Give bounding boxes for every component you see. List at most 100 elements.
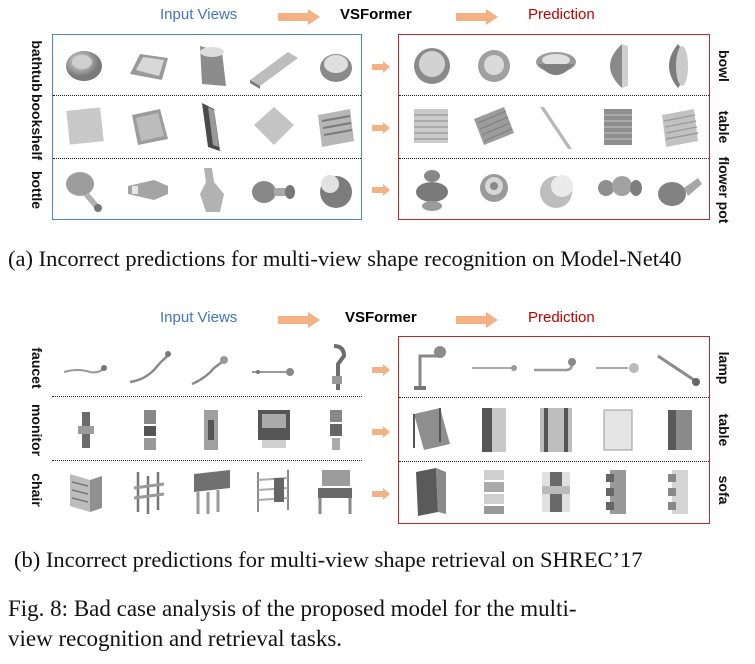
bottom-label-monitor: monitor xyxy=(29,403,45,457)
bathtub-view-4-image xyxy=(250,52,298,89)
sofa-prediction-5-image xyxy=(668,470,688,514)
sofa-prediction-2-image xyxy=(484,470,504,514)
top-header-arrow-1 xyxy=(278,9,320,25)
lamp-prediction-1-image xyxy=(414,346,446,390)
bottle-view-1-image xyxy=(66,172,102,212)
figure-caption-line-1: Fig. 8: Bad case analysis of the propose… xyxy=(8,596,577,621)
lamp-prediction-2-image xyxy=(472,365,517,371)
bathtub-view-2-image xyxy=(130,54,168,80)
bookshelf-view-5-image xyxy=(318,109,354,147)
bottom-pred-row-separator-2 xyxy=(399,461,709,462)
top-label-bookshelf: bookshelf xyxy=(29,93,45,161)
sofa-prediction-3-image xyxy=(542,472,570,512)
lamp-prediction-4-image xyxy=(596,363,639,373)
top-label-bowl: bowl xyxy=(716,50,732,82)
table-prediction-1-image xyxy=(414,109,448,143)
top-pred-row-separator-1 xyxy=(399,95,709,96)
bowl-prediction-5-image xyxy=(669,44,688,88)
bottom-header-prediction: Prediction xyxy=(528,309,595,326)
table-prediction-b3-image xyxy=(540,408,572,452)
top-input-row-separator-2 xyxy=(53,158,361,159)
bottom-input-row-separator-1 xyxy=(52,396,362,397)
table-prediction-b5-image xyxy=(668,410,692,450)
top-pred-row-separator-2 xyxy=(399,158,709,159)
chair-view-5-image xyxy=(318,470,352,514)
top-header-input-views: Input Views xyxy=(160,6,238,23)
chair-view-2-image xyxy=(133,472,165,514)
bookshelf-view-1-image xyxy=(66,107,104,145)
top-header-prediction: Prediction xyxy=(528,6,595,23)
chair-view-4-image xyxy=(257,470,289,512)
faucet-view-3-image xyxy=(191,356,228,386)
top-row-3-arrow xyxy=(372,184,390,196)
bowl-prediction-3-image xyxy=(536,52,576,75)
sofa-prediction-1-image xyxy=(416,468,446,516)
bottom-label-sofa: sofa xyxy=(716,475,732,505)
table-prediction-5-image xyxy=(662,109,699,147)
top-label-bathtub: bathtub xyxy=(29,40,45,92)
monitor-view-3-image xyxy=(204,410,218,450)
bottle-view-4-image xyxy=(252,181,295,203)
bottom-row-1-arrow xyxy=(372,364,390,376)
bottle-view-5-image xyxy=(320,175,352,208)
bookshelf-view-3-image xyxy=(202,103,220,151)
figure-caption-line-2: view recognition and retrieval tasks. xyxy=(8,626,343,651)
top-header-model: VSFormer xyxy=(340,6,412,23)
bowl-prediction-4-image xyxy=(610,44,628,88)
bottom-label-lamp: lamp xyxy=(716,351,732,385)
flower-pot-prediction-5-image xyxy=(658,178,702,206)
top-input-views-panel xyxy=(52,34,362,220)
table-prediction-2-image xyxy=(474,107,514,145)
bottom-row-3-arrow xyxy=(372,488,390,500)
bowl-prediction-1-image xyxy=(414,48,450,84)
top-header-arrow-2 xyxy=(456,9,498,25)
chair-view-1-image xyxy=(70,474,102,512)
monitor-view-4-image xyxy=(258,410,290,448)
faucet-view-4-image xyxy=(252,368,294,376)
top-label-flower-pot: flower pot xyxy=(716,156,732,224)
faucet-view-5-image xyxy=(332,344,347,390)
top-row-2-arrow xyxy=(372,122,390,134)
bowl-prediction-2-image xyxy=(478,50,510,82)
bottom-input-row-separator-2 xyxy=(52,460,362,461)
bottom-header-model: VSFormer xyxy=(345,309,417,326)
bottom-label-table: table xyxy=(716,413,732,447)
bottle-view-3-image xyxy=(200,168,224,212)
monitor-view-1-image xyxy=(78,412,94,448)
bottom-row-2-arrow xyxy=(372,426,390,438)
bottom-header-arrow-1 xyxy=(278,312,320,328)
bathtub-view-5-image xyxy=(320,54,352,82)
chair-view-3-image xyxy=(194,470,230,514)
bottom-label-faucet: faucet xyxy=(29,347,45,389)
bottom-prediction-panel xyxy=(398,336,710,524)
table-prediction-b4-image xyxy=(603,409,633,451)
bottom-header-arrow-2 xyxy=(456,312,498,328)
flower-pot-prediction-1-image xyxy=(416,170,448,211)
top-row-1-arrow xyxy=(372,61,390,73)
table-prediction-3-image xyxy=(540,107,572,149)
top-prediction-panel xyxy=(398,34,710,220)
faucet-view-2-image xyxy=(129,351,171,384)
bottom-input-views-panel xyxy=(52,336,362,524)
monitor-view-5-image xyxy=(330,410,342,450)
table-prediction-4-image xyxy=(604,109,632,145)
top-input-row-separator-1 xyxy=(53,95,361,96)
subcaption-b: (b) Incorrect predictions for multi-view… xyxy=(14,547,643,572)
table-prediction-b1-image xyxy=(413,408,450,450)
monitor-view-2-image xyxy=(144,410,156,450)
top-label-bottle: bottle xyxy=(29,170,45,210)
subcaption-a: (a) Incorrect predictions for multi-view… xyxy=(8,246,682,271)
bottom-label-chair: chair xyxy=(29,473,45,507)
top-label-table: table xyxy=(716,110,732,144)
bathtub-view-3-image xyxy=(200,46,226,86)
faucet-view-1-image xyxy=(63,365,107,374)
flower-pot-prediction-2-image xyxy=(480,174,508,202)
flower-pot-prediction-4-image xyxy=(598,176,642,196)
table-prediction-b2-image xyxy=(482,408,506,452)
bookshelf-view-2-image xyxy=(132,109,168,145)
bottom-pred-row-separator-1 xyxy=(399,397,709,398)
flower-pot-prediction-3-image xyxy=(540,175,573,208)
bottle-view-2-image xyxy=(128,180,168,200)
bookshelf-view-4-image xyxy=(254,107,294,145)
sofa-prediction-4-image xyxy=(606,470,626,514)
